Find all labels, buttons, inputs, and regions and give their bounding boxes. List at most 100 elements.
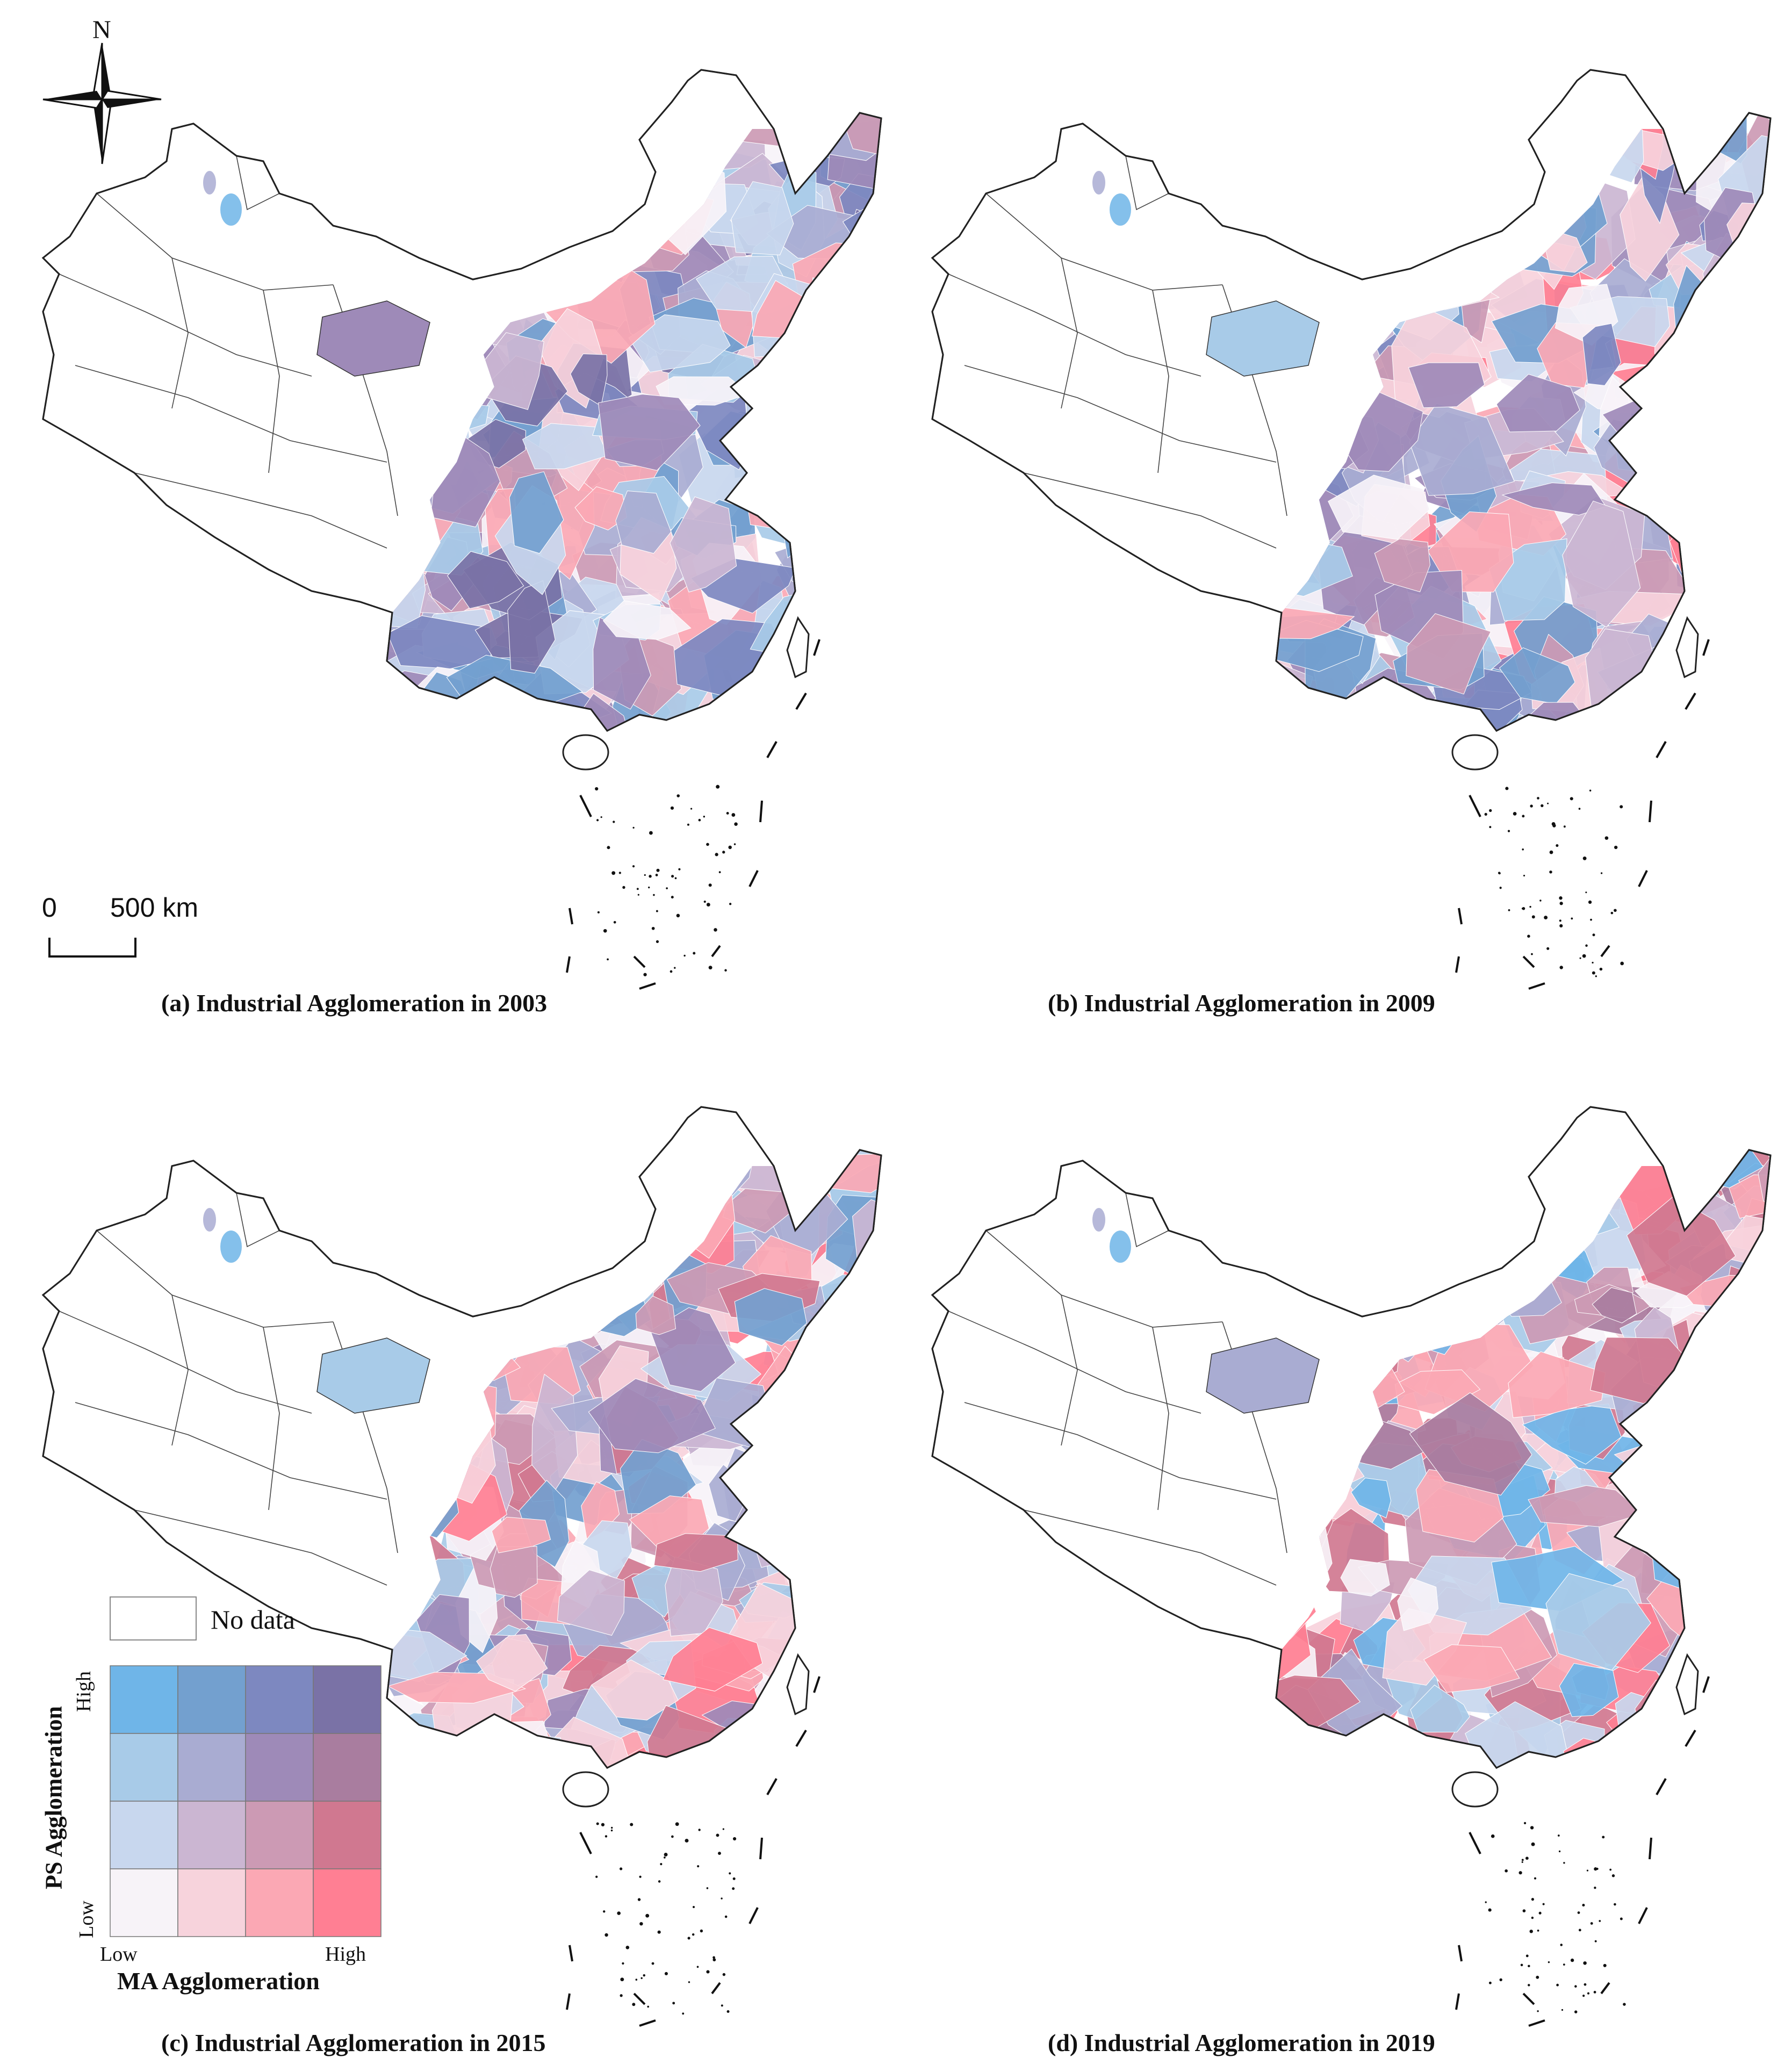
prefecture-patch (802, 1425, 916, 1480)
island-dot (639, 1876, 641, 1878)
prefecture-patch (1665, 393, 1730, 454)
island-dot (1522, 848, 1524, 851)
prefecture-patch (1618, 443, 1730, 512)
prefecture-patch (1685, 495, 1747, 549)
island-dot (1582, 1904, 1585, 1906)
island-dot (1600, 968, 1602, 970)
legend-cell (178, 1801, 246, 1869)
legend-y-high-label: High (72, 1671, 96, 1712)
island-dot (1620, 805, 1623, 808)
prefecture-patch (518, 1179, 644, 1228)
island-dot (704, 901, 706, 903)
prefecture-patch (1464, 119, 1502, 161)
island-dot (1614, 909, 1617, 912)
north-arrow-west-light (43, 99, 102, 108)
island-dot (636, 1978, 638, 1981)
prefecture-patch (1705, 1313, 1765, 1370)
legend-no-data-label: No data (211, 1604, 295, 1635)
island-dot (1601, 872, 1602, 874)
prefecture-patch (1379, 1172, 1505, 1269)
island-dot (1559, 896, 1562, 900)
island-dot (714, 928, 717, 932)
prefecture-patch (1699, 306, 1773, 339)
island-dot (1559, 902, 1563, 905)
island-dot (656, 874, 658, 876)
prefecture-patch (759, 1435, 832, 1500)
prefecture-patch (490, 1213, 552, 1256)
island-dot (1602, 1836, 1604, 1838)
island-dot (733, 1877, 736, 1880)
prefecture-patch (1344, 117, 1419, 167)
legend-cell (246, 1733, 313, 1801)
legend-cell (110, 1733, 178, 1801)
prefecture-patch (746, 363, 784, 436)
island-dot (1574, 1985, 1577, 1988)
prefecture-patch (1719, 1294, 1792, 1376)
island-dot (1560, 1944, 1563, 1946)
prefecture-patch (1604, 685, 1709, 752)
prefecture-patch (1675, 315, 1792, 392)
prefecture-patch (493, 1186, 570, 1246)
prefecture-patch (1734, 490, 1792, 592)
map-panel-a (43, 70, 937, 989)
island-dot (675, 1822, 679, 1826)
island-dot (1491, 1834, 1495, 1838)
prefecture-patch (787, 1375, 846, 1426)
prefecture-patch (1440, 133, 1482, 183)
prefecture-patch (1426, 185, 1498, 230)
legend-cell (110, 1869, 178, 1937)
prefecture-patch (809, 395, 894, 462)
prefecture-patch (1651, 1727, 1691, 1779)
prefecture-patch (1644, 389, 1744, 451)
island-dot (1583, 857, 1587, 860)
prefecture-patch (1477, 154, 1544, 197)
island-dot (605, 1835, 607, 1837)
prefecture-patch (1276, 119, 1396, 186)
prefecture-patch (758, 1744, 860, 1769)
prefecture-patch (425, 139, 486, 225)
prefecture-patch (1739, 235, 1780, 285)
prefecture-patch (1242, 1170, 1345, 1233)
prefecture-patch (369, 700, 413, 745)
hainan-island (1452, 735, 1498, 769)
prefecture-patch (830, 1323, 904, 1388)
island-dot (614, 921, 616, 924)
island-dot (1528, 1984, 1530, 1986)
island-dot (596, 819, 599, 821)
prefecture-patch (1453, 1116, 1492, 1235)
island-dot (638, 894, 639, 896)
prefecture-patch (368, 142, 461, 244)
prefecture-patch (1419, 1118, 1531, 1215)
island-dot (1546, 947, 1549, 950)
prefecture-patch (1341, 1154, 1380, 1193)
prefecture-patch (574, 1178, 649, 1234)
prefecture-patch (814, 365, 918, 462)
prefecture-patch (1710, 661, 1791, 735)
prefecture-patch (534, 124, 575, 237)
legend-cell (246, 1801, 313, 1869)
prefecture-patch (732, 678, 791, 742)
island-dot (1485, 1901, 1487, 1903)
prefecture-patch (1672, 1747, 1781, 1779)
prefecture-patch (1319, 1227, 1402, 1294)
prefecture-patch (1747, 1535, 1792, 1575)
island-dot (630, 1823, 633, 1826)
prefecture-patch (1687, 1455, 1761, 1555)
legend-cell (313, 1733, 381, 1801)
prefecture-patch (821, 1642, 874, 1686)
prefecture-patch (1467, 97, 1521, 150)
island-dot (703, 816, 705, 817)
prefecture-patch (1678, 1538, 1780, 1614)
island-dot (1594, 1991, 1596, 1994)
prefecture-patch (815, 409, 903, 527)
prefecture-patch (1663, 695, 1745, 758)
prefecture-patch (1684, 1560, 1723, 1647)
island-dot (1594, 1887, 1596, 1889)
prefecture-patch (1286, 144, 1359, 241)
island-dot (652, 927, 655, 930)
scale-bar (49, 938, 135, 956)
island-dot (1485, 813, 1487, 816)
prefecture-patch (1754, 379, 1792, 434)
prefecture-patch (1737, 1609, 1792, 1639)
island-dot (601, 816, 602, 818)
